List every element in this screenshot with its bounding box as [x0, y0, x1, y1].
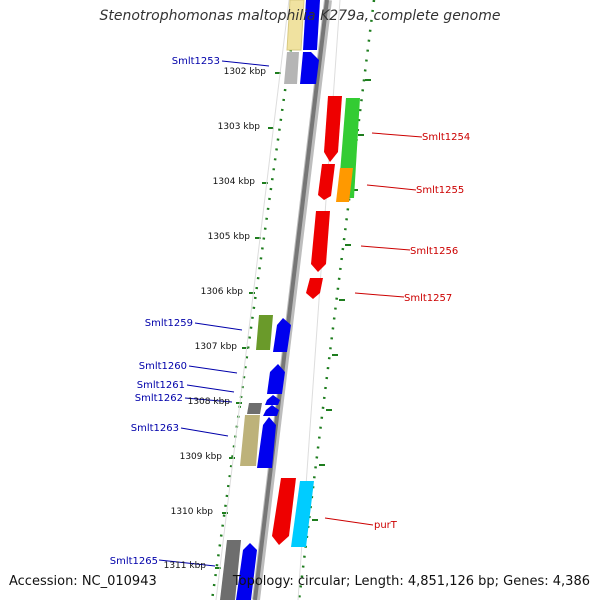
reverse-genes [272, 96, 360, 547]
backbone [253, 0, 329, 600]
tick-labels: 1302 kbp 1303 kbp 1304 kbp 1305 kbp 1306… [164, 67, 267, 571]
gene-smlt1263-khaki [240, 415, 260, 466]
gene-smlt1253-blue [300, 52, 319, 84]
tick-label-1310: 1310 kbp [171, 507, 214, 517]
label-smlt1261: Smlt1261 [137, 380, 185, 391]
label-smlt1256: Smlt1256 [410, 246, 458, 257]
tick-label-1311: 1311 kbp [164, 561, 207, 571]
gene-block-blue-top [303, 0, 320, 50]
gene-smlt1255-red [318, 164, 335, 200]
topology-summary: Topology: circular; Length: 4,851,126 bp… [232, 574, 590, 589]
accession-text: Accession: NC_010943 [9, 574, 157, 589]
label-smlt1263: Smlt1263 [131, 423, 179, 434]
outer-left-track [210, 0, 300, 600]
label-smlt1265: Smlt1265 [110, 556, 158, 567]
gene-name-labels: Smlt1253 Smlt1254 Smlt1255 Smlt1256 Smlt… [110, 56, 471, 567]
gene-smlt1255-orange [336, 168, 353, 202]
forward-genes [220, 0, 320, 600]
tick-label-1306: 1306 kbp [201, 287, 244, 297]
gene-smlt1262-gray [247, 403, 262, 414]
tick-label-1303: 1303 kbp [218, 122, 261, 132]
label-purt: purT [374, 520, 398, 531]
label-smlt1257: Smlt1257 [404, 293, 452, 304]
tick-label-1305: 1305 kbp [208, 232, 251, 242]
gene-purt-red [272, 478, 296, 545]
label-smlt1259: Smlt1259 [145, 318, 193, 329]
gene-smlt1262-blue [263, 405, 279, 416]
tick-label-1307: 1307 kbp [195, 342, 238, 352]
label-smlt1254: Smlt1254 [422, 132, 470, 143]
label-smlt1253: Smlt1253 [172, 56, 220, 67]
label-smlt1262: Smlt1262 [135, 393, 183, 404]
gene-smlt1265-blue [236, 543, 257, 600]
gene-smlt1257-red [306, 278, 323, 299]
gene-smlt1261-blue [265, 395, 280, 405]
label-smlt1260: Smlt1260 [139, 361, 187, 372]
gene-smlt1265-gray [220, 540, 241, 600]
gene-smlt1259-blue [273, 318, 291, 352]
tick-label-1302: 1302 kbp [224, 67, 267, 77]
tick-label-1304: 1304 kbp [213, 177, 256, 187]
gene-smlt1254-red [324, 96, 342, 162]
inner-left-track [229, 0, 284, 600]
gene-smlt1259-green [256, 315, 273, 350]
map-title: Stenotrophomonas maltophilia K279a, comp… [99, 8, 501, 24]
label-smlt1255: Smlt1255 [416, 185, 464, 196]
gene-smlt1260-blue [267, 364, 285, 394]
track-edge-left [215, 0, 290, 600]
label-connectors [158, 60, 423, 567]
tick-label-1308: 1308 kbp [188, 397, 231, 407]
gene-smlt1256-red [311, 211, 330, 272]
tick-label-1309: 1309 kbp [180, 452, 223, 462]
gene-smlt1253-gray [284, 52, 299, 84]
outer-right-track [297, 0, 376, 600]
gene-purt-cyan [291, 481, 314, 547]
gene-smlt1263-blue [257, 417, 276, 468]
gene-block-yellow-top [286, 0, 305, 51]
